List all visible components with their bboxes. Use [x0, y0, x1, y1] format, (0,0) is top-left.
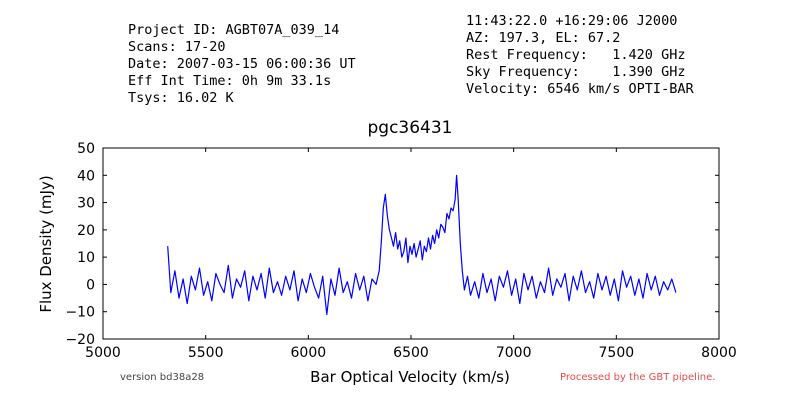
observation-info-left: Project ID: AGBT07A_039_14 Scans: 17-20 … — [128, 22, 356, 107]
date-line: Date: 2007-03-15 06:00:36 UT — [128, 56, 356, 72]
plot-area — [167, 174, 677, 315]
y-axis-label: Flux Density (mJy) — [37, 175, 55, 312]
version-label: version bd38a28 — [120, 372, 204, 383]
x-tick-label: 7000 — [496, 345, 532, 361]
y-tick-label: 0 — [86, 277, 95, 293]
pipeline-label: Processed by the GBT pipeline. — [560, 372, 715, 383]
y-tick-label: −20 — [65, 332, 95, 348]
y-tick-label: 20 — [77, 223, 95, 239]
spectrum-line-0 — [167, 174, 677, 315]
observation-info-right: 11:43:22.0 +16:29:06 J2000 AZ: 197.3, EL… — [466, 13, 694, 98]
x-tick-label: 6500 — [393, 345, 429, 361]
az-el-line: AZ: 197.3, EL: 67.2 — [466, 30, 621, 46]
sky-frequency-line: Sky Frequency: 1.390 GHz — [466, 64, 686, 80]
chart-title: pgc36431 — [367, 118, 452, 138]
project-id-line: Project ID: AGBT07A_039_14 — [128, 22, 340, 38]
int-time-line: Eff Int Time: 0h 9m 33.1s — [128, 73, 332, 89]
x-tick-label: 6000 — [291, 345, 327, 361]
rest-frequency-line: Rest Frequency: 1.420 GHz — [466, 47, 686, 63]
y-tick-label: −10 — [65, 305, 95, 321]
y-axis: −20 −10 0 10 20 30 40 50 — [65, 141, 719, 348]
x-axis-label: Bar Optical Velocity (km/s) — [310, 368, 510, 386]
y-tick-label: 40 — [77, 168, 95, 184]
y-tick-label: 50 — [77, 141, 95, 157]
x-axis: 5000 5500 6000 6500 7000 7500 8000 — [85, 148, 737, 361]
scans-line: Scans: 17-20 — [128, 39, 226, 55]
velocity-line: Velocity: 6546 km/s OPTI-BAR — [466, 81, 694, 97]
x-tick-label: 8000 — [701, 345, 737, 361]
plot-frame — [102, 147, 720, 340]
y-tick-label: 30 — [77, 196, 95, 212]
y-tick-label: 10 — [77, 250, 95, 266]
x-tick-label: 5500 — [188, 345, 224, 361]
x-tick-label: 5000 — [85, 345, 121, 361]
tsys-line: Tsys: 16.02 K — [128, 90, 234, 106]
x-tick-label: 7500 — [599, 345, 635, 361]
coordinates-line: 11:43:22.0 +16:29:06 J2000 — [466, 13, 678, 29]
